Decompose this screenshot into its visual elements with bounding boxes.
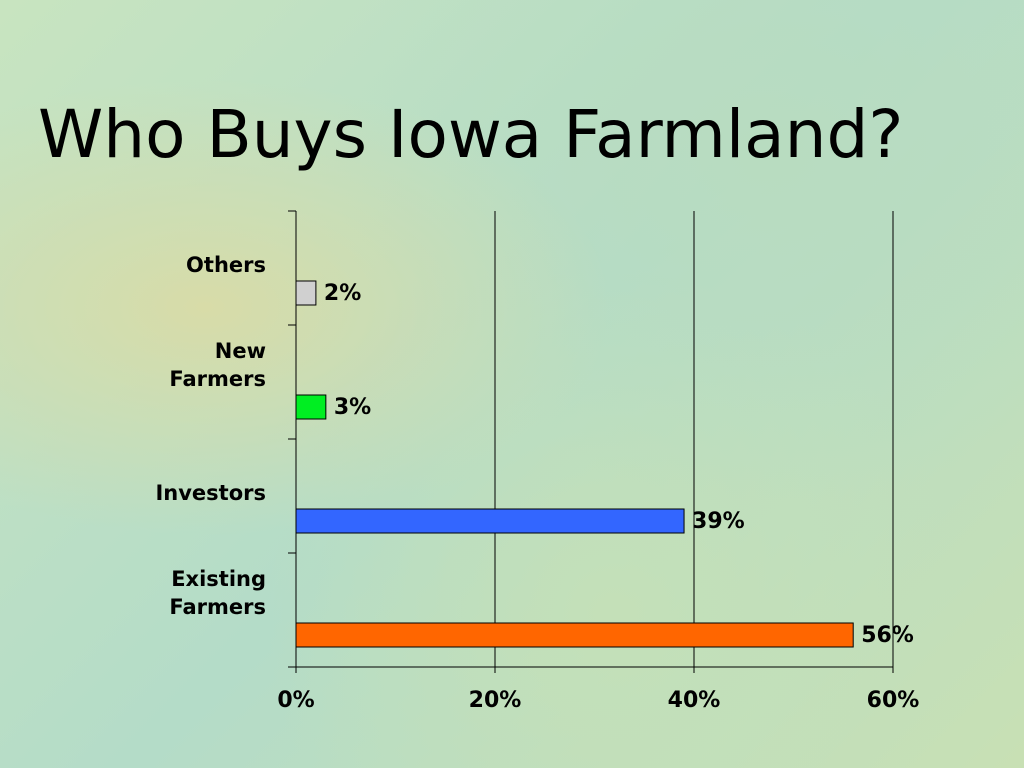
bar xyxy=(295,394,327,420)
bar xyxy=(295,508,685,534)
y-tick-label: Investors xyxy=(155,481,266,505)
value-label: 2% xyxy=(324,281,361,306)
x-tick-label: 60% xyxy=(867,688,920,713)
y-tick-label: New Farmers xyxy=(169,339,266,391)
bar xyxy=(295,622,854,648)
x-tick-label: 0% xyxy=(277,688,314,713)
y-tick-label: Existing Farmers xyxy=(169,567,266,619)
x-tick-label: 40% xyxy=(668,688,721,713)
value-label: 39% xyxy=(692,509,745,534)
y-tick-label: Others xyxy=(186,253,266,277)
x-tick-label: 20% xyxy=(469,688,522,713)
value-label: 3% xyxy=(334,395,371,420)
value-label: 56% xyxy=(861,623,914,648)
chart-title: Who Buys Iowa Farmland? xyxy=(38,96,904,173)
bar xyxy=(295,280,317,306)
